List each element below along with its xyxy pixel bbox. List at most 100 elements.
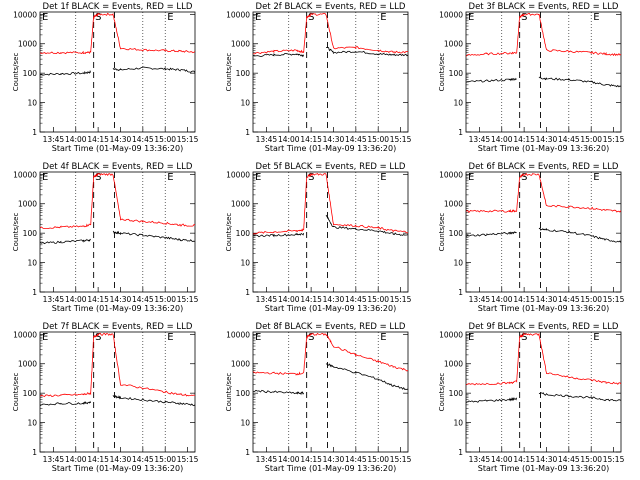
marker-s: S	[95, 172, 101, 183]
y-tick-label: 10	[453, 259, 463, 268]
series-line-lld	[253, 332, 408, 376]
panel-title: Det 3f BLACK = Events, RED = LLD	[469, 2, 619, 12]
x-tick-label: 14:15	[300, 455, 322, 464]
marker-e: E	[42, 172, 48, 183]
x-tick-label: 14:15	[300, 135, 322, 144]
x-tick-label: 14:45	[345, 455, 367, 464]
y-tick-label: 10	[27, 259, 37, 268]
plot-frame	[39, 171, 196, 293]
x-tick-label: 13:45	[256, 135, 278, 144]
marker-e: E	[167, 332, 173, 343]
x-tick-label: 15:00	[367, 295, 389, 304]
x-tick-label: 14:00	[278, 455, 300, 464]
x-tick-label: 14:00	[491, 135, 513, 144]
y-tick-label: 10	[453, 419, 463, 428]
y-axis-label: Counts/sec	[438, 373, 446, 412]
plot-frame	[39, 331, 196, 453]
x-tick-label: 14:00	[491, 455, 513, 464]
x-tick-label: 13:45	[256, 295, 278, 304]
series-line-events	[253, 363, 408, 396]
y-tick-label: 10	[240, 259, 250, 268]
y-tick-label: 1000	[444, 40, 463, 49]
y-tick-label: 1	[245, 128, 250, 137]
y-tick-label: 10000	[13, 10, 37, 19]
series-line-lld	[253, 12, 408, 55]
marker-e: E	[167, 172, 173, 183]
series-line-lld	[466, 12, 621, 57]
x-tick-label: 15:00	[154, 295, 176, 304]
x-tick-label: 14:15	[87, 135, 109, 144]
y-tick-label: 1000	[231, 40, 250, 49]
y-tick-label: 1000	[444, 360, 463, 369]
panel-title: Det 9f BLACK = Events, RED = LLD	[469, 322, 619, 332]
x-tick-label: 13:45	[43, 295, 65, 304]
panel-title: Det 4f BLACK = Events, RED = LLD	[43, 162, 193, 172]
y-tick-label: 100	[449, 229, 464, 238]
marker-s: S	[521, 332, 527, 343]
x-tick-label: 14:45	[558, 455, 580, 464]
y-tick-label: 1	[32, 288, 37, 297]
y-axis-label: Counts/sec	[225, 213, 233, 252]
x-tick-label: 14:45	[345, 295, 367, 304]
x-tick-label: 14:00	[65, 455, 87, 464]
x-tick-label: 13:45	[256, 455, 278, 464]
y-tick-label: 100	[236, 389, 251, 398]
x-axis-label: Start Time (01-May-09 13:36:20)	[52, 304, 183, 313]
x-tick-label: 14:45	[558, 295, 580, 304]
x-tick-label: 14:45	[132, 295, 154, 304]
series-line-lld	[466, 172, 621, 214]
x-tick-label: 14:00	[491, 295, 513, 304]
y-tick-label: 1	[32, 448, 37, 457]
x-tick-label: 14:45	[558, 135, 580, 144]
y-axis-label: Counts/sec	[438, 213, 446, 252]
y-tick-label: 10000	[13, 330, 37, 339]
x-axis-label: Start Time (01-May-09 13:36:20)	[265, 144, 396, 153]
y-axis-label: Counts/sec	[12, 213, 20, 252]
marker-e: E	[255, 172, 261, 183]
y-tick-label: 100	[23, 389, 38, 398]
panel-title: Det 6f BLACK = Events, RED = LLD	[469, 162, 619, 172]
y-tick-label: 10000	[439, 330, 463, 339]
y-tick-label: 10000	[226, 330, 250, 339]
y-tick-label: 10000	[13, 170, 37, 179]
marker-e: E	[468, 12, 474, 23]
x-tick-label: 14:15	[513, 455, 535, 464]
series-line-events	[40, 230, 195, 245]
x-tick-label: 14:30	[323, 455, 345, 464]
y-tick-label: 1	[245, 288, 250, 297]
x-tick-label: 15:15	[603, 295, 625, 304]
x-tick-label: 14:45	[132, 455, 154, 464]
series-line-events	[40, 66, 195, 76]
plot-frame	[252, 171, 409, 293]
plot-frame	[39, 11, 196, 133]
y-tick-label: 100	[23, 229, 38, 238]
x-tick-label: 13:45	[469, 135, 491, 144]
y-axis-label: Counts/sec	[12, 53, 20, 92]
y-tick-label: 10	[27, 99, 37, 108]
y-tick-label: 1	[458, 128, 463, 137]
x-tick-label: 15:15	[177, 455, 199, 464]
x-axis-label: Start Time (01-May-09 13:36:20)	[478, 304, 609, 313]
x-axis-label: Start Time (01-May-09 13:36:20)	[52, 144, 183, 153]
plot-frame	[252, 11, 409, 133]
x-tick-label: 15:00	[580, 455, 602, 464]
x-tick-label: 14:15	[87, 455, 109, 464]
x-tick-label: 14:30	[323, 295, 345, 304]
series-line-events	[466, 392, 621, 403]
y-axis-label: Counts/sec	[225, 53, 233, 92]
marker-e: E	[380, 172, 386, 183]
x-tick-label: 14:30	[536, 455, 558, 464]
marker-s: S	[308, 12, 314, 23]
marker-s: S	[308, 332, 314, 343]
y-tick-label: 100	[236, 69, 251, 78]
series-line-lld	[40, 332, 195, 397]
series-line-lld	[253, 172, 408, 235]
y-tick-label: 1000	[444, 200, 463, 209]
y-axis-label: Counts/sec	[438, 53, 446, 92]
